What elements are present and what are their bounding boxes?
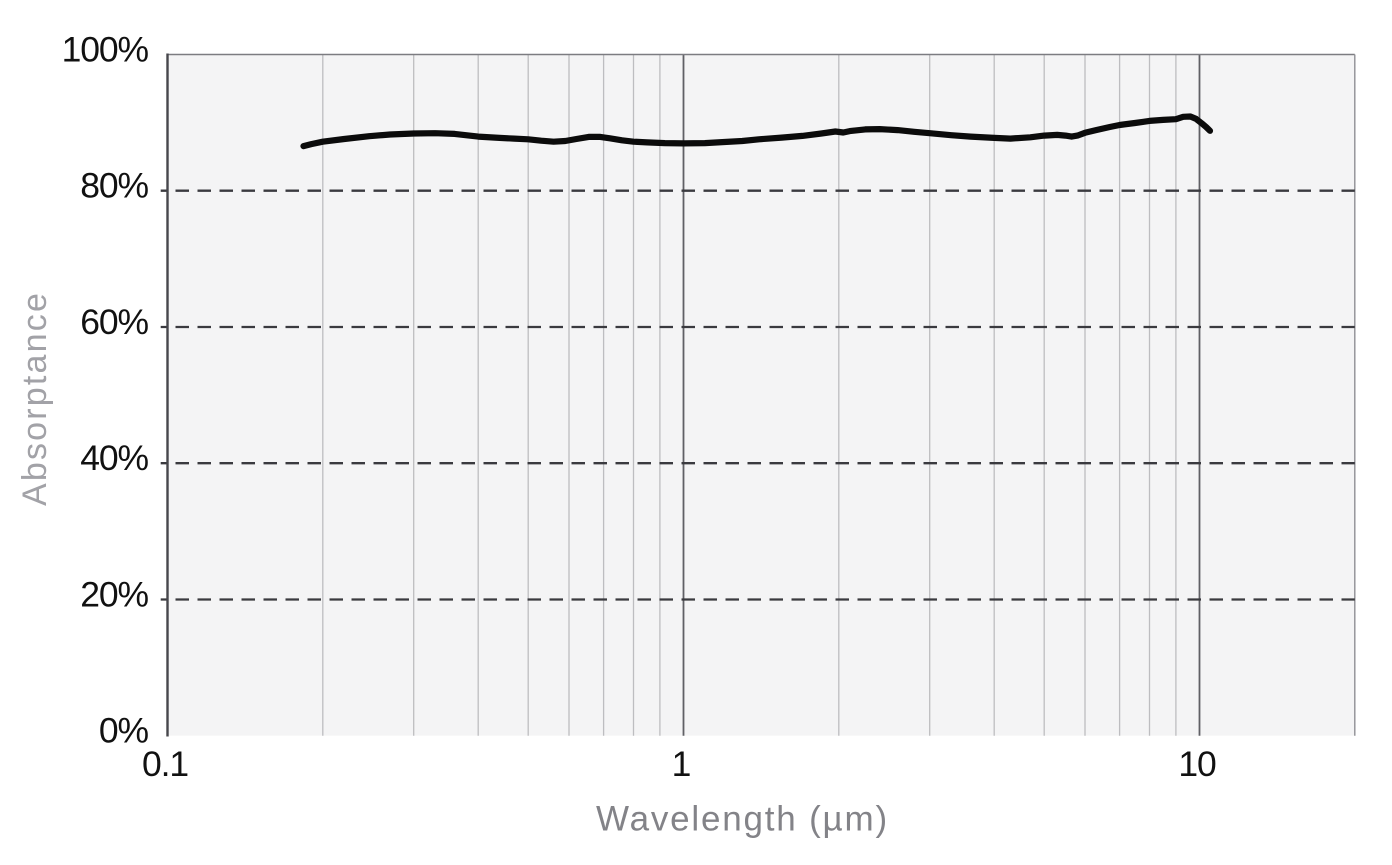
svg-text:0.1: 0.1 (142, 744, 188, 784)
svg-text:40%: 40% (80, 438, 148, 478)
svg-text:20%: 20% (80, 575, 148, 615)
svg-text:0%: 0% (99, 711, 149, 751)
svg-text:60%: 60% (80, 302, 148, 342)
svg-text:100%: 100% (62, 30, 149, 70)
svg-text:10: 10 (1178, 744, 1216, 784)
svg-text:1: 1 (672, 744, 691, 784)
svg-text:80%: 80% (80, 166, 148, 206)
svg-text:Wavelength (µm): Wavelength (µm) (596, 800, 889, 839)
svg-text:Absorptance: Absorptance (16, 291, 54, 506)
